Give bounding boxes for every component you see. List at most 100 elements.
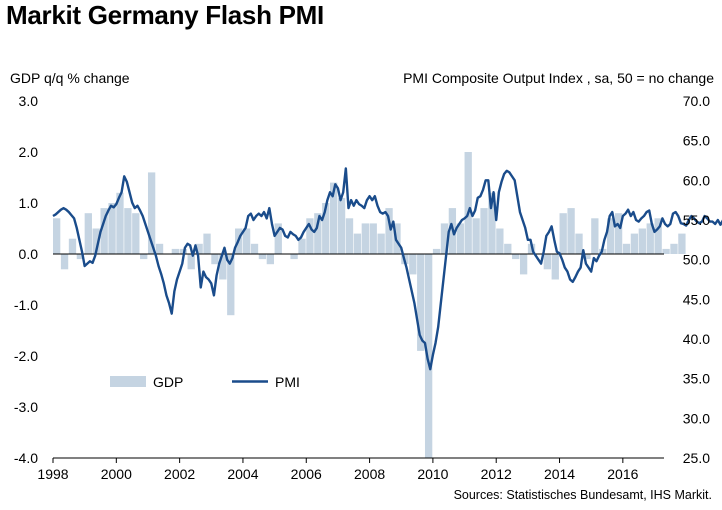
- gdp-bar: [662, 248, 670, 254]
- pmi-line: [52, 167, 722, 371]
- gdp-bar: [76, 254, 85, 260]
- axes: [53, 253, 664, 459]
- left-tick-label: 1.0: [19, 195, 39, 211]
- gdp-bar: [258, 254, 267, 260]
- gdp-bar: [519, 254, 528, 275]
- right-tick-label: 40.0: [683, 331, 710, 347]
- gdp-bar: [385, 208, 393, 254]
- left-axis-ticks: 3.0 2.0 1.0 0.0 -1.0 -2.0 -3.0 -4.0: [14, 93, 38, 466]
- gdp-bar: [583, 254, 591, 260]
- chart-title: Markit Germany Flash PMI: [6, 0, 324, 30]
- gdp-bar: [195, 243, 203, 254]
- right-tick-label: 60.0: [683, 172, 710, 188]
- left-tick-label: 2.0: [19, 144, 39, 160]
- left-tick-label: -4.0: [14, 450, 38, 466]
- gdp-bar: [504, 243, 512, 254]
- left-axis-label: GDP q/q % change: [10, 70, 130, 86]
- left-tick-label: -2.0: [14, 348, 38, 364]
- gdp-bar: [298, 238, 306, 254]
- gdp-bar: [353, 233, 362, 254]
- x-tick-label: 2006: [291, 466, 322, 482]
- gdp-bar: [345, 218, 354, 254]
- gdp-bar: [330, 182, 338, 254]
- gdp-bar: [551, 254, 559, 280]
- gdp-bar: [654, 218, 662, 254]
- right-axis-ticks: 70.0 65.0 60.0 55.0 50.0 45.0 40.0 35.0 30.0 25.0: [683, 93, 710, 466]
- gdp-bar: [171, 248, 180, 254]
- gdp-bar: [440, 223, 449, 254]
- x-tick-label: 1998: [37, 466, 68, 482]
- x-tick-label: 2004: [227, 466, 258, 482]
- gdp-bar: [488, 192, 496, 254]
- right-tick-label: 65.0: [683, 133, 710, 149]
- x-tick-label: 2014: [544, 466, 575, 482]
- gdp-bar: [559, 213, 567, 254]
- gdp-bars: [53, 152, 686, 458]
- gdp-bar: [622, 243, 631, 254]
- gdp-bar: [678, 233, 686, 254]
- gdp-bar: [480, 208, 488, 254]
- legend-gdp-swatch: [110, 376, 146, 387]
- gdp-bar: [203, 233, 211, 254]
- right-tick-label: 45.0: [683, 291, 710, 307]
- gdp-bar: [638, 228, 646, 254]
- right-tick-label: 35.0: [683, 371, 710, 387]
- gdp-bar: [92, 228, 100, 254]
- gdp-bar: [543, 254, 552, 270]
- x-tick-label: 2012: [481, 466, 512, 482]
- gdp-bar: [630, 233, 639, 254]
- gdp-bar: [250, 243, 259, 254]
- legend-pmi-label: PMI: [275, 374, 300, 390]
- gdp-bar: [100, 208, 108, 254]
- left-tick-label: -3.0: [14, 399, 38, 415]
- gdp-bar: [306, 218, 314, 254]
- gdp-bar: [614, 213, 623, 254]
- x-tick-label: 2010: [417, 466, 448, 482]
- gdp-bar: [607, 218, 615, 254]
- gdp-bar: [60, 254, 69, 270]
- gdp-bar: [409, 254, 417, 275]
- left-tick-label: 3.0: [19, 93, 39, 109]
- gdp-bar: [108, 203, 116, 254]
- x-tick-label: 2008: [354, 466, 385, 482]
- gdp-bar: [147, 172, 156, 254]
- gdp-bar: [53, 218, 61, 254]
- gdp-bar: [84, 213, 92, 254]
- right-tick-label: 25.0: [683, 450, 710, 466]
- x-tick-label: 2016: [607, 466, 638, 482]
- x-tick-label: 2000: [101, 466, 132, 482]
- gdp-bar: [266, 254, 274, 265]
- right-tick-label: 50.0: [683, 252, 710, 268]
- right-tick-label: 30.0: [683, 410, 710, 426]
- gdp-bar: [274, 223, 282, 254]
- gdp-bar: [116, 192, 124, 254]
- gdp-bar: [464, 152, 472, 254]
- gdp-bar: [140, 254, 148, 260]
- gdp-bar: [646, 223, 654, 254]
- legend-gdp-label: GDP: [153, 374, 183, 390]
- gdp-bar: [124, 208, 132, 254]
- gdp-bar: [322, 203, 330, 254]
- gdp-bar: [227, 254, 235, 316]
- gdp-bar: [432, 248, 441, 254]
- gdp-bar: [290, 254, 298, 260]
- gdp-bar: [567, 208, 575, 254]
- gdp-bar: [155, 243, 164, 254]
- x-axis-ticks: 1998 2000 2002 2004 2006 2008 2010 2012 2014 2016: [37, 458, 639, 482]
- gdp-bar: [369, 223, 377, 254]
- gdp-bar: [417, 254, 425, 351]
- right-tick-label: 70.0: [683, 93, 710, 109]
- right-tick-label: 55.0: [683, 212, 710, 228]
- gdp-bar: [512, 254, 520, 260]
- left-tick-label: -1.0: [14, 297, 38, 313]
- gdp-bar: [68, 238, 77, 254]
- gdp-bar: [496, 228, 504, 254]
- gdp-bar: [456, 223, 464, 254]
- gdp-bar: [575, 233, 583, 254]
- gdp-bar: [377, 233, 385, 254]
- gdp-bar: [132, 213, 140, 254]
- gdp-bar: [211, 254, 219, 265]
- gdp-bar: [337, 197, 346, 254]
- source-note: Sources: Statistisches Bundesamt, IHS Ma…: [453, 488, 712, 502]
